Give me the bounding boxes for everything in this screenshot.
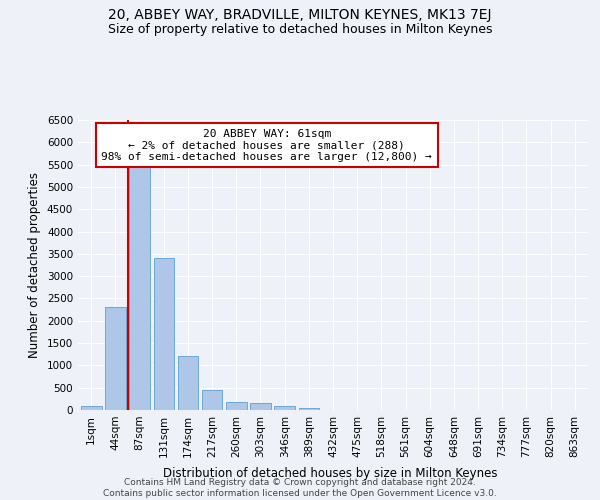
Bar (130, 167, 150, 410)
Bar (226, 402, 247, 410)
Bar (81, 406, 101, 410)
Bar (299, 408, 319, 410)
Text: Distribution of detached houses by size in Milton Keynes: Distribution of detached houses by size … (163, 467, 497, 480)
Y-axis label: Number of detached properties: Number of detached properties (28, 172, 41, 358)
Bar (274, 406, 295, 410)
Bar (178, 356, 198, 410)
Bar (250, 403, 271, 410)
Text: Size of property relative to detached houses in Milton Keynes: Size of property relative to detached ho… (108, 22, 492, 36)
Bar (154, 258, 174, 410)
Text: 20 ABBEY WAY: 61sqm
← 2% of detached houses are smaller (288)
98% of semi-detach: 20 ABBEY WAY: 61sqm ← 2% of detached hou… (101, 128, 432, 162)
Bar (105, 308, 126, 410)
Text: Contains HM Land Registry data © Crown copyright and database right 2024.
Contai: Contains HM Land Registry data © Crown c… (103, 478, 497, 498)
Text: 20, ABBEY WAY, BRADVILLE, MILTON KEYNES, MK13 7EJ: 20, ABBEY WAY, BRADVILLE, MILTON KEYNES,… (108, 8, 492, 22)
Bar (202, 390, 223, 410)
